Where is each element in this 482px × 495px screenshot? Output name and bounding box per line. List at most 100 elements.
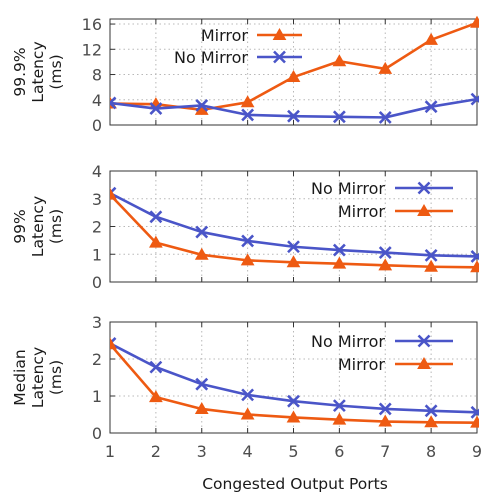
data-point bbox=[470, 415, 479, 428]
data-point bbox=[195, 377, 209, 391]
series-mirror bbox=[110, 187, 479, 273]
data-point bbox=[241, 108, 255, 122]
legend-label: Mirror bbox=[201, 26, 249, 45]
legend: No Mirror Mirror bbox=[311, 179, 453, 221]
data-point bbox=[194, 247, 209, 260]
y-axis-title: MedianLatency(ms) bbox=[11, 347, 65, 408]
data-point bbox=[332, 110, 346, 124]
y-axis-title-line: Latency bbox=[29, 196, 47, 257]
data-point bbox=[470, 92, 479, 106]
y-tick-label: 16 bbox=[82, 15, 102, 34]
data-point bbox=[241, 388, 255, 402]
y-tick-label: 0 bbox=[92, 424, 102, 443]
legend-label: No Mirror bbox=[311, 332, 385, 351]
data-point bbox=[195, 99, 209, 112]
x-tick-label: 6 bbox=[334, 442, 344, 461]
data-point bbox=[424, 248, 438, 262]
legend-label: Mirror bbox=[338, 202, 386, 221]
data-point bbox=[332, 256, 347, 269]
y-axis-title: 99.9%Latency(ms) bbox=[11, 41, 65, 102]
legend-marker bbox=[417, 203, 431, 216]
data-point bbox=[287, 394, 300, 408]
y-tick-label: 4 bbox=[92, 162, 102, 181]
series-mirror bbox=[110, 15, 479, 115]
data-point bbox=[110, 187, 117, 200]
data-point bbox=[240, 95, 255, 108]
y-axis-title-line: 99.9% bbox=[11, 47, 29, 96]
data-point bbox=[195, 225, 209, 239]
data-point bbox=[240, 253, 255, 266]
y-axis-title: 99%Latency(ms) bbox=[11, 196, 65, 257]
data-point bbox=[424, 32, 438, 45]
legend-label: No Mirror bbox=[174, 48, 248, 67]
y-axis-title-line: Median bbox=[11, 349, 29, 405]
legend-label: Mirror bbox=[338, 355, 386, 374]
data-point bbox=[110, 96, 117, 110]
data-point bbox=[424, 404, 438, 418]
legend: No Mirror Mirror bbox=[311, 332, 453, 374]
data-point bbox=[470, 260, 479, 273]
data-point bbox=[424, 415, 438, 428]
data-point bbox=[286, 70, 301, 83]
data-point bbox=[470, 250, 479, 263]
x-tick-label: 4 bbox=[243, 442, 253, 461]
series-no-mirror bbox=[110, 186, 479, 263]
y-tick-label: 1 bbox=[92, 245, 102, 264]
y-tick-label: 2 bbox=[92, 218, 102, 237]
legend-label: No Mirror bbox=[311, 179, 385, 198]
data-point bbox=[286, 255, 301, 268]
data-point bbox=[149, 210, 163, 224]
y-tick-label: 3 bbox=[92, 313, 102, 332]
y-axis-title-line: (ms) bbox=[47, 209, 65, 244]
data-point bbox=[470, 405, 479, 419]
data-point bbox=[424, 100, 438, 114]
data-point bbox=[149, 390, 163, 403]
data-point bbox=[378, 111, 392, 124]
y-tick-label: 3 bbox=[92, 190, 102, 209]
data-point bbox=[286, 410, 301, 423]
y-tick-label: 0 bbox=[92, 116, 102, 135]
y-axis-title-line: Latency bbox=[29, 41, 47, 102]
legend: Mirror No Mirror bbox=[174, 26, 302, 67]
y-axis-title-line: Latency bbox=[29, 347, 47, 408]
legend-marker bbox=[272, 27, 287, 40]
data-point bbox=[287, 240, 300, 254]
data-point bbox=[110, 337, 117, 350]
chart-panel-2: 0 1 2 3 4 99%Latency(ms) No Mirror Mirror bbox=[11, 162, 479, 292]
data-point bbox=[241, 234, 255, 248]
data-point bbox=[149, 360, 163, 374]
y-tick-label: 0 bbox=[92, 273, 102, 292]
x-tick-label: 9 bbox=[472, 442, 482, 461]
y-tick-label: 1 bbox=[92, 387, 102, 406]
data-point bbox=[378, 61, 393, 74]
x-tick-label: 3 bbox=[197, 442, 207, 461]
data-point bbox=[149, 102, 163, 116]
data-point bbox=[378, 258, 393, 271]
series-no-mirror bbox=[110, 92, 479, 124]
data-point bbox=[378, 246, 392, 260]
data-point bbox=[378, 414, 393, 427]
legend-marker bbox=[417, 356, 431, 369]
y-axis-title-line: 99% bbox=[11, 209, 29, 243]
legend-marker bbox=[273, 50, 286, 64]
series-no-mirror bbox=[110, 337, 479, 419]
x-tick-label: 8 bbox=[426, 442, 436, 461]
data-point bbox=[149, 235, 163, 248]
data-point bbox=[470, 15, 479, 28]
legend-marker bbox=[417, 334, 431, 348]
x-tick-label: 5 bbox=[288, 442, 298, 461]
y-axis-title-line: (ms) bbox=[47, 54, 65, 89]
y-tick-label: 2 bbox=[92, 350, 102, 369]
data-point bbox=[424, 259, 438, 272]
data-point bbox=[194, 401, 209, 414]
data-point bbox=[332, 412, 347, 425]
data-point bbox=[332, 399, 346, 413]
series-mirror bbox=[110, 337, 479, 428]
y-tick-label: 4 bbox=[92, 91, 102, 110]
y-tick-label: 8 bbox=[92, 66, 102, 85]
y-tick-label: 12 bbox=[82, 40, 102, 59]
x-tick-label: 1 bbox=[105, 442, 115, 461]
